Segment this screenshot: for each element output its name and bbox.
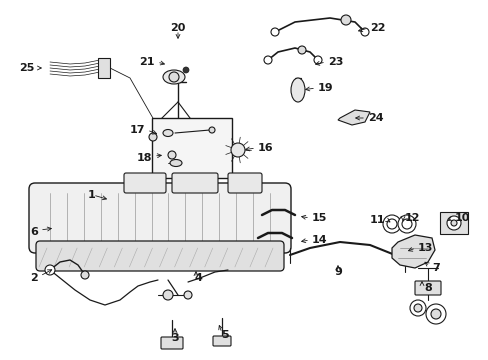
FancyBboxPatch shape (29, 183, 290, 253)
Ellipse shape (170, 159, 182, 166)
Polygon shape (391, 235, 434, 268)
Text: 9: 9 (333, 267, 341, 277)
FancyBboxPatch shape (213, 336, 230, 346)
Ellipse shape (168, 151, 176, 159)
Text: 1: 1 (87, 190, 95, 200)
Circle shape (430, 309, 440, 319)
Circle shape (270, 28, 279, 36)
FancyBboxPatch shape (36, 241, 284, 271)
Text: 19: 19 (317, 83, 333, 93)
Text: 22: 22 (369, 23, 385, 33)
Circle shape (149, 133, 157, 141)
Text: 15: 15 (311, 213, 326, 223)
Circle shape (450, 220, 456, 226)
Circle shape (169, 72, 179, 82)
Circle shape (163, 290, 173, 300)
Circle shape (183, 67, 189, 73)
Text: 21: 21 (139, 57, 155, 67)
Circle shape (340, 15, 350, 25)
FancyBboxPatch shape (172, 173, 218, 193)
Circle shape (397, 215, 415, 233)
FancyBboxPatch shape (124, 173, 165, 193)
Circle shape (382, 215, 400, 233)
Text: 11: 11 (369, 215, 384, 225)
Ellipse shape (163, 70, 184, 84)
Circle shape (425, 304, 445, 324)
Text: 7: 7 (431, 263, 439, 273)
Circle shape (409, 300, 425, 316)
FancyBboxPatch shape (161, 337, 183, 349)
Circle shape (386, 219, 396, 229)
FancyBboxPatch shape (227, 173, 262, 193)
Text: 18: 18 (136, 153, 152, 163)
Text: 16: 16 (258, 143, 273, 153)
Text: 20: 20 (170, 23, 185, 33)
Bar (98, 58, 110, 78)
Text: 10: 10 (454, 213, 469, 223)
Circle shape (360, 28, 368, 36)
Text: 4: 4 (194, 273, 202, 283)
Bar (152, 118, 231, 178)
Text: 24: 24 (367, 113, 383, 123)
Text: 23: 23 (327, 57, 343, 67)
Circle shape (230, 143, 244, 157)
Ellipse shape (290, 78, 305, 102)
Text: 17: 17 (129, 125, 145, 135)
Circle shape (401, 219, 411, 229)
Text: 25: 25 (20, 63, 35, 73)
Text: 12: 12 (404, 213, 420, 223)
Circle shape (208, 127, 215, 133)
Circle shape (183, 291, 192, 299)
Text: 5: 5 (221, 330, 228, 340)
Text: 6: 6 (30, 227, 38, 237)
Text: 14: 14 (311, 235, 327, 245)
Circle shape (446, 216, 460, 230)
Circle shape (313, 56, 321, 64)
Polygon shape (337, 110, 369, 125)
FancyBboxPatch shape (414, 281, 440, 295)
Circle shape (264, 56, 271, 64)
Circle shape (45, 265, 55, 275)
Circle shape (297, 46, 305, 54)
Bar (439, 212, 467, 234)
Ellipse shape (163, 130, 173, 136)
Text: 13: 13 (417, 243, 432, 253)
Circle shape (413, 304, 421, 312)
Circle shape (81, 271, 89, 279)
Text: 8: 8 (423, 283, 431, 293)
Text: 3: 3 (171, 333, 179, 343)
Text: 2: 2 (30, 273, 38, 283)
